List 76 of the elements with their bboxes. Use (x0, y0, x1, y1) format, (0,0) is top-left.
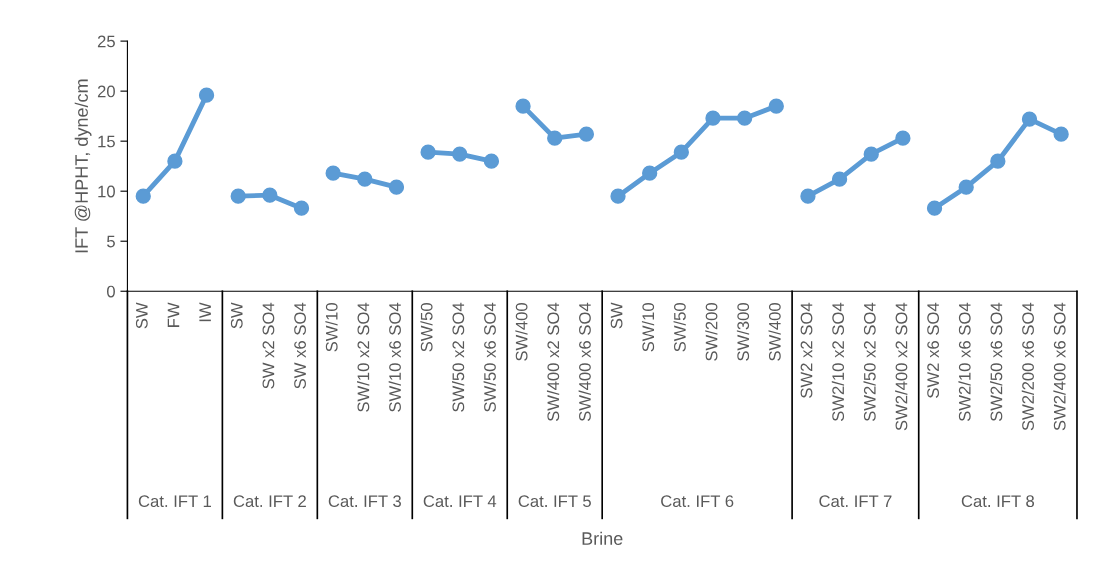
point (863, 146, 879, 162)
y-tick-label: 15 (98, 135, 115, 148)
y-axis-title: IFT @HPHT, dyne/cm (74, 79, 92, 253)
point (831, 171, 848, 187)
x-tick-label: SW (230, 302, 243, 329)
point (547, 130, 563, 146)
point (230, 188, 246, 204)
point (768, 98, 784, 114)
point (515, 98, 531, 114)
text: Cat. IFT 5 (518, 495, 591, 508)
text: Cat. IFT 4 (423, 495, 497, 508)
point (167, 153, 183, 169)
text: Cat. IFT 8 (961, 495, 1035, 508)
point (293, 200, 310, 216)
point (357, 171, 373, 187)
x-tick-label: SW2/10 x2 SO4 (831, 302, 845, 422)
text: Cat. IFT 1 (138, 495, 211, 508)
point (198, 87, 215, 103)
point (388, 179, 405, 195)
x-tick-label: SW/10 x6 SO4 (388, 302, 401, 412)
x-tick-label: SW (135, 302, 148, 329)
point (895, 130, 911, 146)
point (483, 153, 500, 169)
x-tick-label: SW/400 x6 SO4 (578, 302, 591, 422)
point (990, 153, 1006, 169)
y-tick-label: 0 (107, 285, 115, 298)
x-tick-label: SW2/200 x6 SO4 (1021, 302, 1034, 431)
x-tick-label: SW2/10 x6 SO4 (958, 302, 971, 422)
x-tick-label: IW (199, 302, 211, 322)
x-tick-label: SW/50 (673, 303, 686, 352)
x-tick-label: SW2 x6 SO4 (927, 302, 940, 398)
x-tick-label: SW x6 SO4 (294, 302, 306, 389)
x-tick-label: SW2/400 x2 SO4 (895, 302, 908, 431)
y-tick-label: 10 (98, 185, 115, 198)
point (926, 200, 943, 216)
point (705, 110, 721, 126)
point (673, 144, 689, 160)
point (325, 165, 341, 181)
x-tick-label: FW (167, 302, 180, 327)
x-tick-label: SW/200 (705, 303, 718, 361)
point (800, 188, 816, 204)
x-tick-label: SW2/400 x6 SO4 (1053, 302, 1066, 431)
point (642, 165, 658, 181)
x-tick-label: SW/50 x6 SO4 (483, 302, 496, 412)
point (1021, 111, 1038, 127)
x-tick-label: SW/10 x2 SO4 (357, 302, 370, 412)
x-tick-label: SW/400 (768, 303, 781, 361)
point (135, 188, 151, 204)
text: Cat. IFT 7 (819, 495, 892, 508)
x-tick-label: SW/400 (515, 303, 528, 361)
text: Cat. IFT 6 (661, 495, 734, 508)
x-tick-label: SW2/50 x2 SO4 (863, 302, 876, 422)
x-tick-label: SW/10 (325, 303, 338, 352)
text: Cat. IFT 3 (328, 495, 401, 508)
x-tick-label: SW/50 (420, 303, 433, 352)
y-tick-label: 5 (107, 235, 115, 248)
x-tick-label: SW/10 (641, 303, 655, 352)
x-tick-label: SW/50 x2 SO4 (452, 302, 465, 412)
point (1053, 126, 1069, 142)
text: Cat. IFT 2 (233, 495, 306, 508)
x-tick-label: SW/300 (736, 303, 750, 361)
x-tick-label: SW x2 SO4 (262, 302, 275, 389)
point (420, 144, 436, 160)
x-tick-label: SW/400 x2 SO4 (546, 302, 560, 422)
y-tick-label: 20 (97, 85, 115, 98)
x-tick-label: SW2 x2 SO4 (800, 302, 813, 398)
point (262, 187, 278, 203)
y-tick-label: 25 (97, 35, 115, 48)
x-tick-label: SW (610, 302, 623, 329)
point (958, 179, 974, 195)
point (610, 188, 626, 204)
point (452, 146, 468, 162)
x-tick-label: SW2/50 x6 SO4 (990, 302, 1003, 422)
text: Brine (582, 531, 623, 545)
point (578, 126, 595, 142)
point (736, 110, 753, 126)
